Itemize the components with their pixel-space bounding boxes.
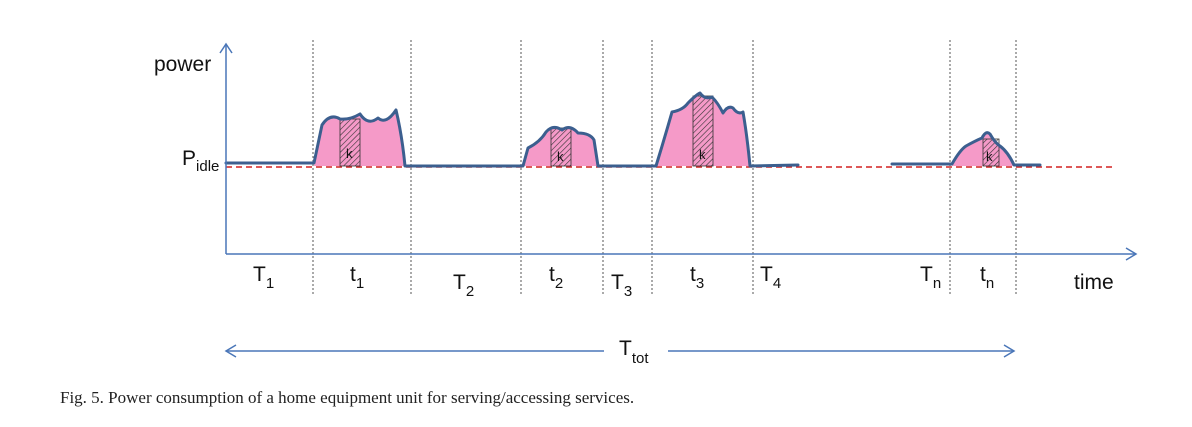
total-time-arrow (224, 344, 1016, 358)
axes (219, 42, 1138, 261)
period-dividers (312, 40, 1017, 296)
period-label-t1: t1 (350, 263, 364, 292)
period-label-tn: tn (980, 263, 994, 292)
k-label: k (986, 149, 993, 164)
p-idle-label: Pidle (182, 147, 219, 175)
period-label-T1: T1 (253, 263, 274, 292)
period-label-T4: T4 (760, 263, 781, 292)
total-arrow-right-head (1003, 344, 1016, 358)
y-axis-label: power (154, 53, 211, 76)
period-label-Tn: Tn (920, 263, 941, 292)
k-label: k (699, 147, 706, 162)
total-arrow-left-head (224, 344, 237, 358)
period-label-T3: T3 (611, 271, 632, 300)
period-label-T2: T2 (453, 271, 474, 300)
period-label-t3: t3 (690, 263, 704, 292)
hatch-strip-n (982, 138, 1000, 167)
period-labels: T1 t1 T2 t2 T3 t3 T4 Tn tn (253, 263, 994, 300)
k-label: k (557, 149, 564, 164)
figure-caption: Fig. 5. Power consumption of a home equi… (60, 388, 635, 407)
k-labels: k k k k (346, 146, 993, 164)
x-axis-label: time (1074, 271, 1114, 294)
k-label: k (346, 146, 353, 161)
x-axis-arrow (1125, 247, 1138, 261)
power-bursts (314, 93, 1014, 166)
total-time-label: Ttot (619, 337, 649, 367)
y-axis-arrow (219, 42, 233, 54)
power-curve-tail (890, 131, 1042, 167)
power-curve (224, 91, 800, 168)
period-label-t2: t2 (549, 263, 563, 292)
